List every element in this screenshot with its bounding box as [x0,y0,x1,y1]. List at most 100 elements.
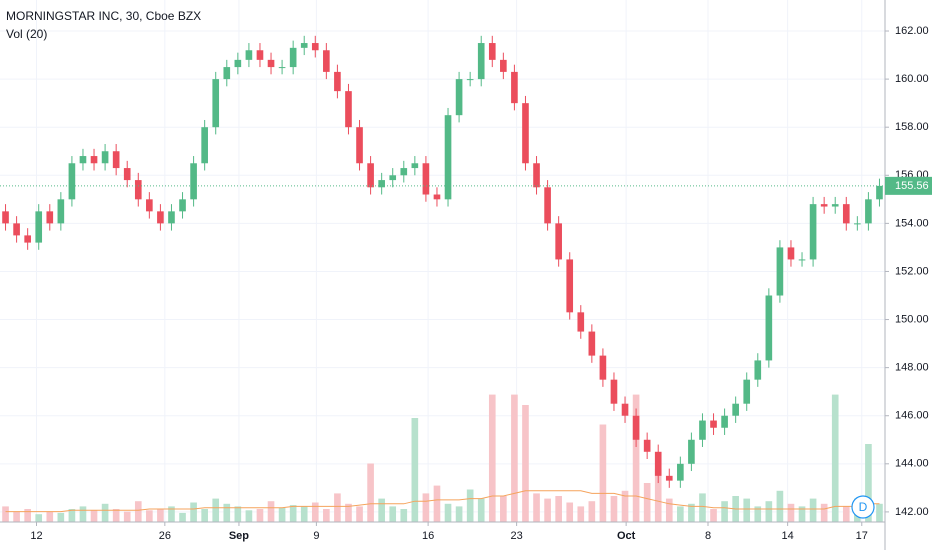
candle-body [433,194,441,200]
volume-bar [500,496,507,522]
volume-bar [400,509,408,522]
axes: 142.00 144.00 146.00 148.00 150.00 152.00 154.… [0,25,932,542]
candle-body [632,415,640,440]
candle-body [876,185,883,200]
volume-bar [522,405,529,522]
candle-body [389,175,397,181]
candle-body [46,211,54,224]
volume-bar [334,493,341,522]
x-tick-label: 9 [313,530,319,542]
y-tick-label: 144.00 [895,458,929,470]
candle-body [488,43,496,60]
volume-label: Vol (20) [6,27,47,41]
candle-body [300,43,308,48]
volume-bar [621,490,629,522]
volume-bar [378,498,385,522]
y-tick-label: 146.00 [895,410,929,422]
x-tick-label: 16 [422,530,434,542]
x-tick-label: Oct [617,530,636,542]
candle-body [621,403,629,416]
volume-bar [13,511,20,522]
candle-body [842,204,850,224]
candle-body [378,180,385,188]
interval-button[interactable] [851,495,875,519]
volume-bar [555,496,562,522]
x-tick-label: 14 [782,530,794,542]
y-tick-label: 158.00 [895,121,929,133]
volume-bar [168,506,175,522]
candle-body [334,71,341,92]
volume-bar [57,512,65,522]
volume-bar [179,512,186,522]
candle-body [123,168,131,181]
candle-body [732,403,739,416]
volume-bar [79,506,87,522]
volume-bar [201,509,208,522]
x-tick-label: Sep [229,530,249,542]
volume-bar [533,493,540,522]
volume-bar [444,503,452,522]
y-tick-label: 148.00 [895,362,929,374]
volume-bar [90,510,98,522]
x-tick-label: 12 [30,530,42,542]
volume-bar [776,490,784,522]
volume-bar [2,506,9,522]
volume-bar [101,503,109,522]
candle-body [101,151,109,164]
y-tick-label: 152.00 [895,265,929,277]
volume-bar [433,485,441,522]
candle-body [798,259,806,261]
volume-bar [245,510,253,522]
candle-body [533,163,540,188]
candle-body [566,259,574,313]
volume-bar [743,498,751,522]
volume-bar [24,509,31,522]
x-tick-label: 26 [159,530,171,542]
candle-body [345,91,352,128]
volume-bar [665,498,673,522]
candle-body [400,168,408,176]
volume-bar [754,506,762,522]
volume-bar [798,506,806,522]
volume-bar [157,509,164,522]
x-tick-label: 17 [856,530,868,542]
x-tick-label: 23 [510,530,522,542]
candle-body [267,59,275,68]
candle-body [68,163,76,200]
y-tick-label: 142.00 [895,506,929,518]
y-tick-label: 150.00 [895,313,929,325]
candle-body [588,331,596,356]
volume-bar [311,502,319,522]
volume-bar [234,506,242,522]
volume-bar [865,444,872,522]
volume-bar [765,501,773,522]
volume-bar [588,501,596,522]
volume-bar [223,503,231,522]
candle-body [809,204,817,260]
volume-bar [345,503,352,522]
candle-body [35,211,43,243]
candle-body [544,187,551,224]
volume-bar [134,501,142,522]
candle-body [776,247,784,296]
candle-body [79,156,87,164]
candle-body [820,204,828,207]
volume-bar [721,501,728,522]
volume-bar [842,506,850,522]
candle-body [500,59,507,72]
candle-body [168,211,175,224]
volume-bar [256,509,264,522]
volume-bar [411,418,419,522]
volume-bar [389,506,397,522]
volume-bar [466,489,474,522]
interval-button-label[interactable]: D [859,500,868,514]
volume-bar [323,509,330,522]
volume-bar [422,493,430,522]
volume-bar [68,509,76,522]
candle-body [146,199,153,212]
volume-bar [688,503,695,522]
volume-bar [876,503,883,522]
candle-body [854,223,861,225]
